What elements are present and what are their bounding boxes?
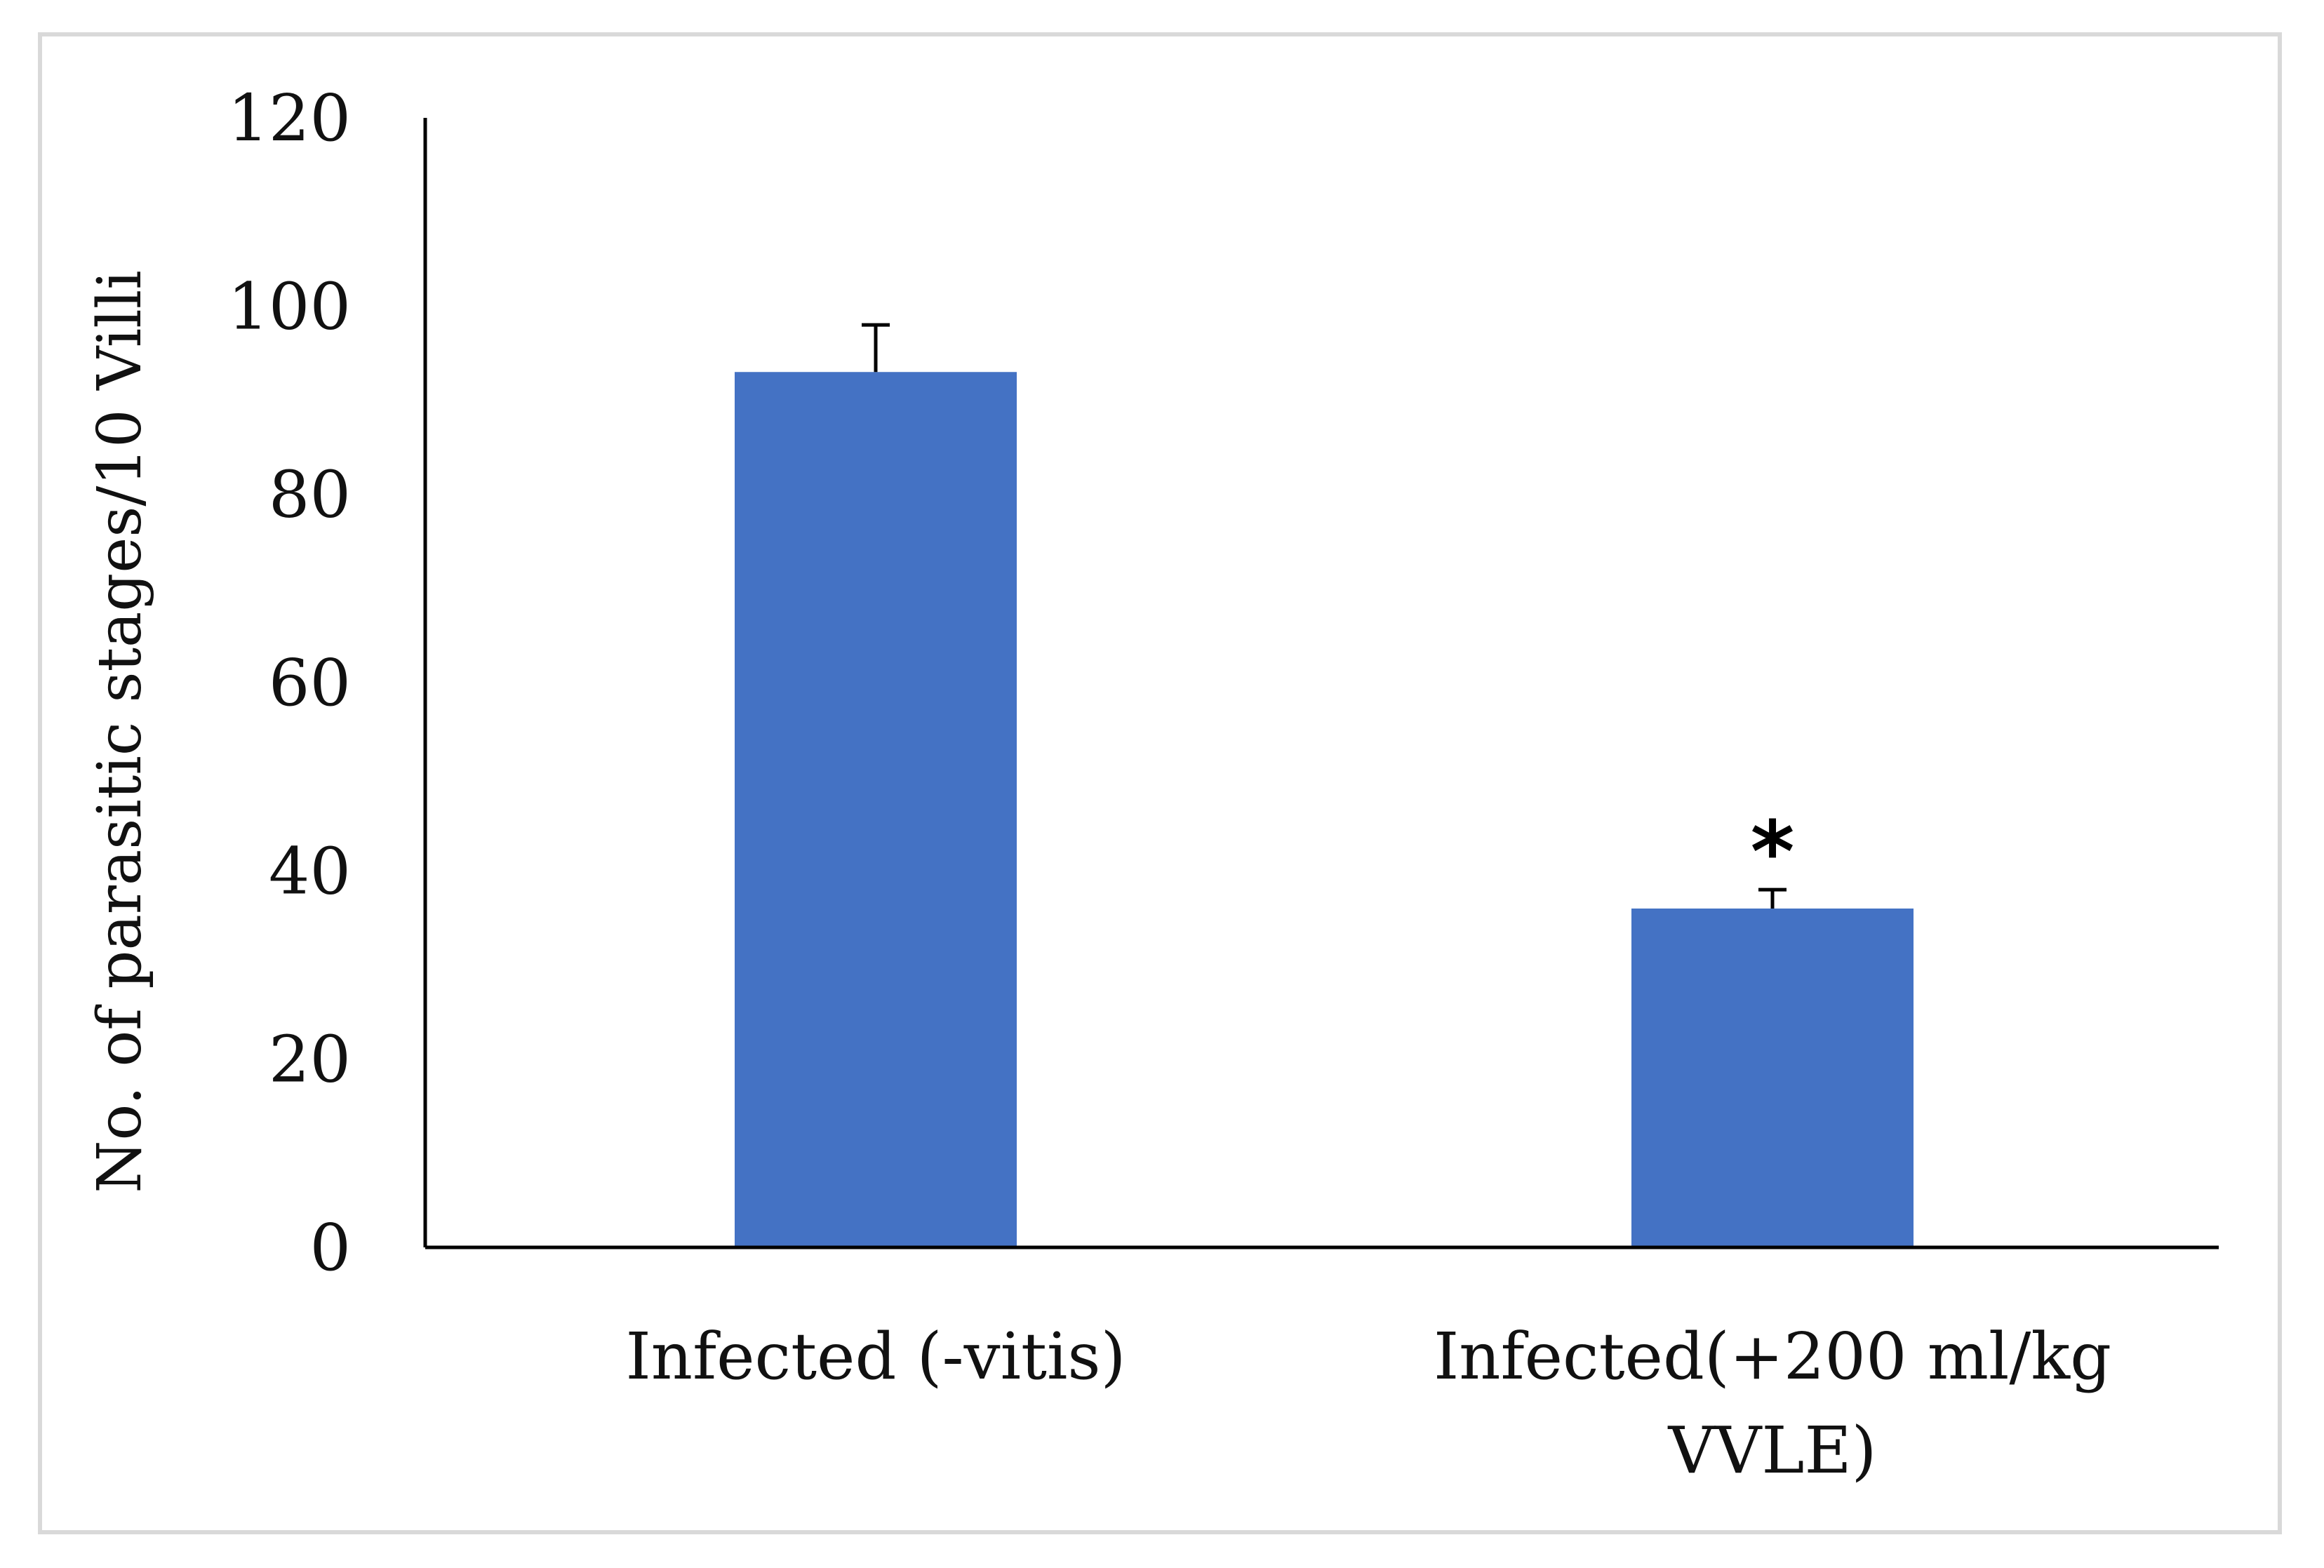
y-tick-label-0: 0 <box>309 1210 351 1285</box>
x-category-label-2-line-1: Infected(+200 ml/kg <box>1434 1319 2111 1394</box>
y-tick-label-40: 40 <box>269 833 351 909</box>
y-tick-label-20: 20 <box>269 1022 351 1097</box>
y-tick-label-60: 60 <box>269 645 351 721</box>
y-tick-label-100: 100 <box>227 269 351 344</box>
y-axis-label: No. of parasitic stages/10 Villi <box>85 270 155 1193</box>
bar-1 <box>735 372 1017 1247</box>
y-tick-label-120: 120 <box>227 81 351 156</box>
y-tick-label-80: 80 <box>269 457 351 532</box>
figure-frame <box>38 32 2282 1534</box>
x-category-label-1-line-1: Infected (-vitis) <box>625 1319 1126 1394</box>
significance-marker: * <box>1751 804 1795 902</box>
x-category-label-2-line-2: VVLE) <box>1667 1413 1876 1488</box>
bar-2 <box>1631 909 1914 1247</box>
